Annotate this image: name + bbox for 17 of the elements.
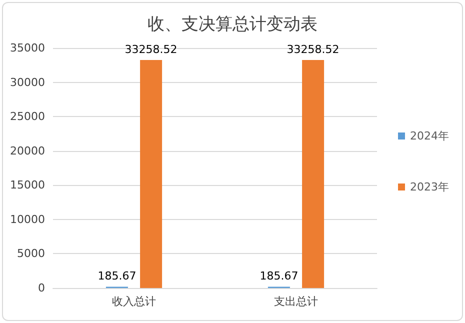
y-tick-label: 15000 — [10, 178, 45, 192]
data-label: 185.67 — [260, 270, 298, 283]
data-label: 185.67 — [98, 270, 136, 283]
data-label: 33258.52 — [124, 42, 178, 56]
y-tick-label: 30000 — [10, 76, 45, 89]
legend-label: 2023年 — [410, 180, 450, 194]
legend-label: 2024年 — [410, 130, 450, 142]
data-label: 33258.52 — [286, 42, 340, 56]
y-tick-label: 20000 — [10, 144, 45, 158]
y-tick-label: 35000 — [10, 42, 45, 54]
y-tick-label: 0 — [38, 282, 45, 294]
chart-title: 收、支决算总计变动表 — [148, 14, 318, 34]
y-tick-label: 5000 — [17, 247, 45, 260]
y-tick-label: 10000 — [10, 212, 45, 226]
x-tick-label: 收入总计 — [112, 295, 156, 308]
x-tick-label: 支出总计 — [274, 295, 318, 308]
y-tick-label: 25000 — [10, 110, 45, 124]
